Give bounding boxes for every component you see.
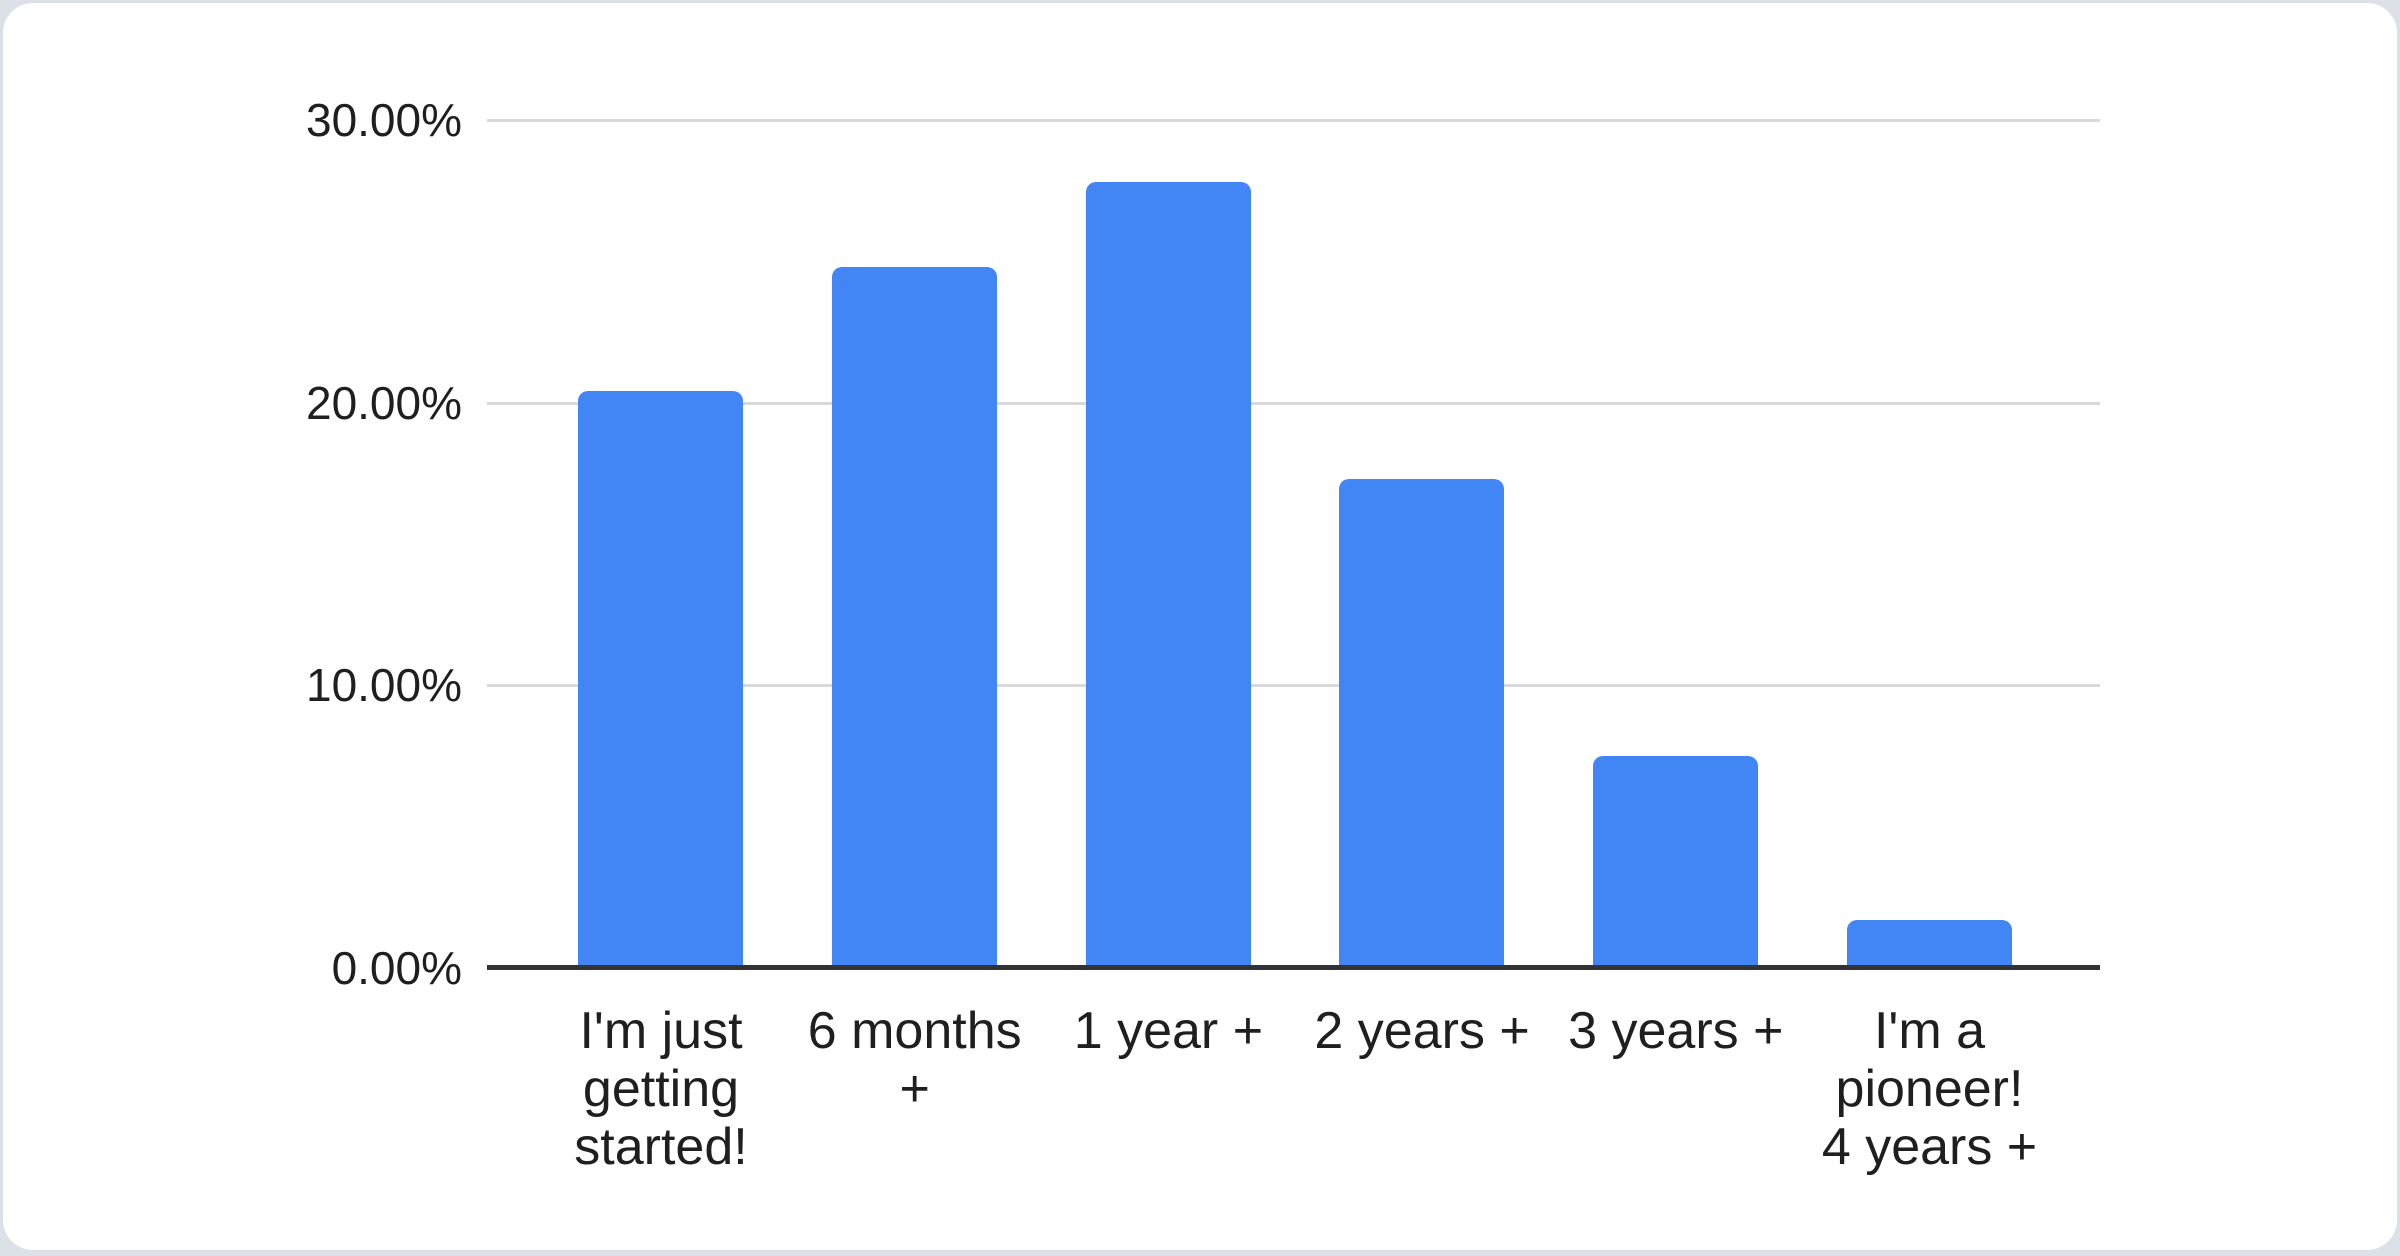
y-tick-label-20pct: 20.00% — [305, 376, 462, 429]
bar-6 — [1846, 919, 2012, 968]
x-tick-label-1: I'm just getting started! — [574, 1002, 748, 1176]
chart-card: 30.00% 20.00% 10.00% 0.00% I'm just getting … — [3, 3, 2397, 1250]
y-tick-label-0pct: 0.00% — [331, 942, 462, 994]
x-tick-label-3: 1 year + — [1073, 1002, 1264, 1060]
gridline-30pct — [487, 119, 2100, 122]
bar-4 — [1339, 479, 1505, 968]
y-tick-label-10pct: 10.00% — [305, 659, 462, 712]
bar-3 — [1085, 182, 1251, 968]
bar-5 — [1593, 756, 1759, 968]
x-tick-label-6: I'm a pioneer! 4 years + — [1821, 1002, 2038, 1176]
bar-1 — [578, 391, 744, 968]
x-tick-label-5: 3 years + — [1568, 1002, 1784, 1060]
y-tick-label-30pct: 30.00% — [305, 94, 462, 146]
plot-area: 30.00% 20.00% 10.00% 0.00% I'm just getting … — [306, 97, 2100, 1176]
x-tick-label-2: 6 months + — [807, 1002, 1022, 1118]
x-axis-line — [487, 965, 2100, 970]
gridline-10pct — [487, 684, 2100, 688]
gridline-20pct — [487, 401, 2100, 405]
x-tick-label-4: 2 years + — [1314, 1002, 1530, 1060]
bar-2 — [832, 267, 998, 968]
